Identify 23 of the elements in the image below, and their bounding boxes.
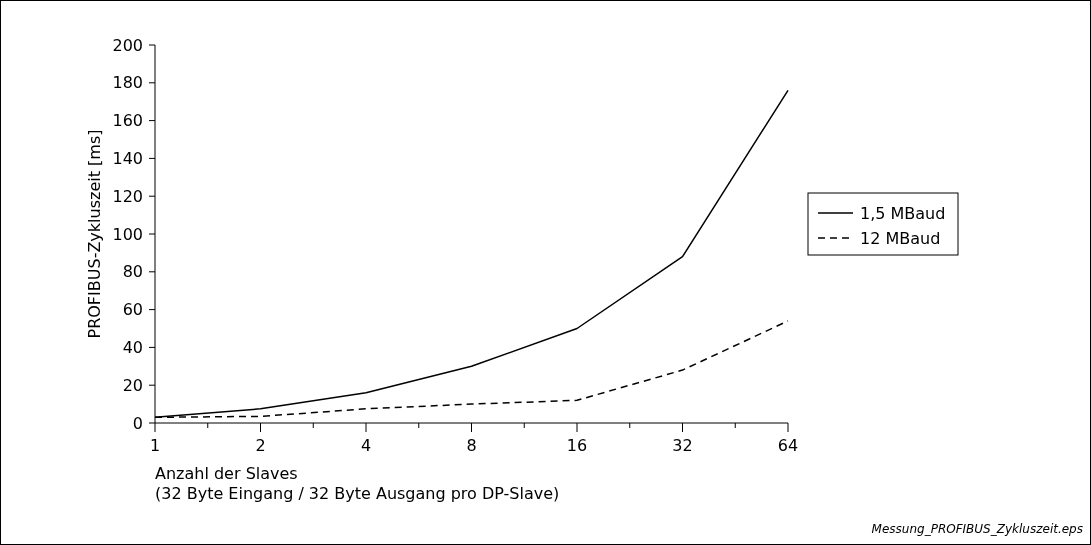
x-tick-label: 4 (360, 436, 372, 455)
y-tick-label: 140 (112, 149, 143, 168)
y-tick-label: 100 (112, 224, 143, 244)
y-tick-label: 40 (122, 338, 143, 357)
x-tick-label: 16 (566, 436, 588, 455)
y-tick-label: 80 (122, 262, 143, 282)
y-axis-title: PROFIBUS-Zykluszeit [ms] (85, 129, 104, 339)
y-tick-label: 160 (112, 111, 143, 131)
x-tick-label: 32 (672, 436, 693, 455)
legend-label: 1,5 MBaud (860, 203, 946, 223)
y-tick-label: 180 (112, 73, 143, 93)
x-tick-label: 64 (777, 436, 799, 455)
y-tick-label: 200 (112, 35, 143, 55)
y-tick-label: 120 (112, 186, 143, 206)
x-axis-title: Anzahl der Slaves (32 Byte Eingang / 32 Byte Ausgang pro DP-Slave) (155, 464, 560, 503)
text: Messung_PROFIBUS_Zykluszeit.eps (871, 522, 1083, 536)
x-tick-label: 1 (149, 436, 161, 455)
y-tick-label: 60 (122, 300, 143, 320)
y-tick-label: 0 (132, 413, 143, 433)
x-tick-label: 2 (255, 436, 266, 455)
y-tick-label: 20 (122, 375, 143, 395)
x-tick-label: 8 (466, 436, 477, 455)
legend-label: 12 MBaud (860, 228, 941, 248)
